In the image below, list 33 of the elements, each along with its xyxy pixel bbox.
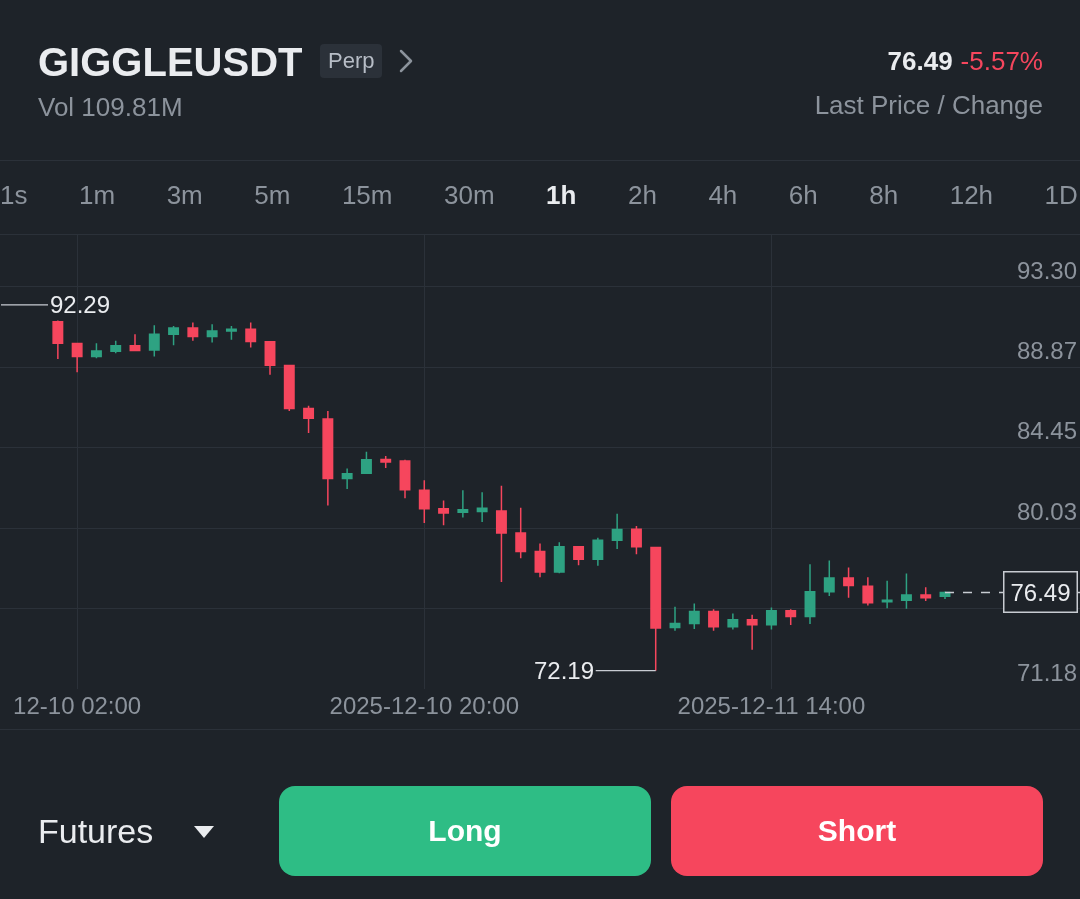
x-tick-label: 2025-12-10 20:00 <box>329 692 520 719</box>
y-tick-label: 93.30 <box>1016 256 1077 284</box>
text: Long <box>279 786 651 876</box>
ref-line-label: 76.49 <box>1010 578 1071 606</box>
y-tick-label: 84.45 <box>1016 417 1077 445</box>
text: 4h <box>708 180 738 211</box>
chart-subtitle: Vol 109.81M <box>38 92 183 123</box>
text: 2h <box>627 180 657 211</box>
text: 15m <box>341 180 393 211</box>
text: 3m <box>166 180 203 211</box>
text: Futures <box>38 812 154 851</box>
text: 1m <box>78 180 116 211</box>
y-tick-label: 71.18 <box>1016 658 1077 686</box>
text: Last Price / Change <box>814 90 1043 121</box>
text: -5.57% <box>960 46 1043 76</box>
text: Perp <box>320 44 383 78</box>
text: 8h <box>869 180 899 211</box>
y-tick-label: 88.87 <box>1016 337 1077 365</box>
text: 76.49 <box>887 46 953 76</box>
text: 1h <box>546 180 577 211</box>
text: 1s <box>0 180 28 211</box>
text: 6h <box>788 180 818 211</box>
chart-title: GIGGLEUSDT <box>38 40 303 85</box>
text: 1D <box>1044 180 1078 211</box>
annotation: 72.19 <box>534 657 595 684</box>
text: 5m <box>254 180 291 211</box>
text: 30m <box>444 180 495 211</box>
annotation: 92.29 <box>50 291 111 318</box>
text: 12h <box>949 180 994 211</box>
y-tick-label: 80.03 <box>1016 497 1077 525</box>
text: Short <box>671 786 1043 876</box>
x-tick-label: 2025-12-11 14:00 <box>677 692 866 719</box>
x-tick-label: 12-10 02:00 <box>13 692 142 719</box>
